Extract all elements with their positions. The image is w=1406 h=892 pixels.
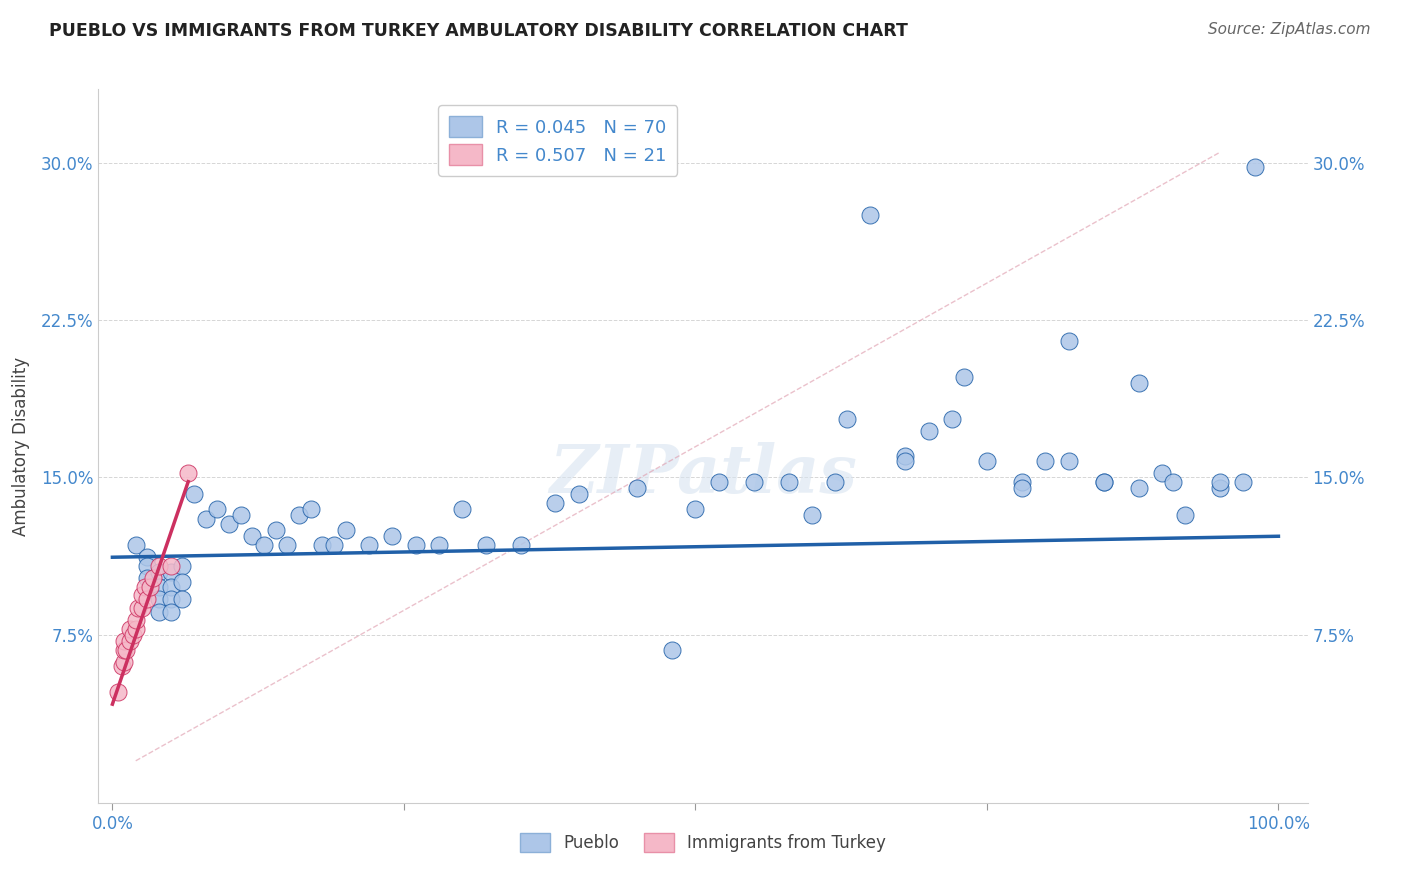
Point: [801, 508, 824, 523]
Point: [240, 529, 263, 543]
Point: [264, 523, 287, 537]
Point: [1209, 481, 1232, 495]
Point: [112, 642, 135, 657]
Point: [778, 475, 800, 489]
Point: [207, 502, 229, 516]
Point: [276, 538, 298, 552]
Point: [894, 450, 917, 464]
Point: [136, 571, 159, 585]
Point: [509, 538, 531, 552]
Point: [859, 208, 882, 222]
Point: [835, 411, 858, 425]
Point: [1033, 453, 1056, 467]
Point: [1244, 160, 1267, 174]
Point: [824, 475, 846, 489]
Point: [299, 502, 322, 516]
Legend: Pueblo, Immigrants from Turkey: Pueblo, Immigrants from Turkey: [513, 826, 893, 859]
Point: [172, 558, 194, 573]
Point: [1092, 475, 1115, 489]
Point: [159, 592, 181, 607]
Point: [1011, 481, 1033, 495]
Point: [183, 487, 205, 501]
Point: [1209, 475, 1232, 489]
Point: [125, 613, 148, 627]
Point: [311, 538, 333, 552]
Point: [568, 487, 591, 501]
Point: [172, 592, 194, 607]
Point: [952, 369, 974, 384]
Point: [1128, 376, 1150, 390]
Point: [976, 453, 998, 467]
Point: [148, 605, 170, 619]
Point: [125, 538, 148, 552]
Point: [127, 600, 149, 615]
Point: [134, 580, 156, 594]
Point: [136, 592, 159, 607]
Point: [381, 529, 404, 543]
Point: [1163, 475, 1185, 489]
Point: [112, 655, 135, 669]
Point: [112, 634, 135, 648]
Point: [125, 622, 148, 636]
Point: [118, 634, 141, 648]
Point: [544, 496, 567, 510]
Point: [229, 508, 252, 523]
Point: [131, 600, 153, 615]
Point: [917, 425, 939, 439]
Point: [1092, 475, 1115, 489]
Point: [335, 523, 357, 537]
Point: [707, 475, 730, 489]
Point: [138, 580, 160, 594]
Point: [159, 558, 181, 573]
Point: [218, 516, 240, 531]
Text: ZIPatlas: ZIPatlas: [550, 442, 856, 507]
Point: [451, 502, 474, 516]
Point: [253, 538, 276, 552]
Text: Source: ZipAtlas.com: Source: ZipAtlas.com: [1208, 22, 1371, 37]
Point: [122, 628, 145, 642]
Point: [159, 605, 181, 619]
Point: [288, 508, 311, 523]
Point: [148, 565, 170, 579]
Point: [742, 475, 765, 489]
Point: [941, 411, 963, 425]
Point: [172, 575, 194, 590]
Point: [136, 550, 159, 565]
Point: [1011, 475, 1033, 489]
Point: [148, 580, 170, 594]
Point: [1057, 453, 1080, 467]
Point: [474, 538, 496, 552]
Point: [148, 592, 170, 607]
Point: [111, 659, 134, 673]
Point: [118, 622, 141, 636]
Point: [107, 684, 129, 698]
Point: [626, 481, 648, 495]
Point: [323, 538, 346, 552]
Point: [405, 538, 427, 552]
Point: [661, 642, 683, 657]
Point: [1057, 334, 1080, 348]
Point: [136, 558, 159, 573]
Text: PUEBLO VS IMMIGRANTS FROM TURKEY AMBULATORY DISABILITY CORRELATION CHART: PUEBLO VS IMMIGRANTS FROM TURKEY AMBULAT…: [49, 22, 908, 40]
Point: [894, 453, 917, 467]
Point: [159, 565, 181, 579]
Point: [177, 467, 200, 481]
Point: [142, 571, 165, 585]
Point: [115, 642, 138, 657]
Point: [1232, 475, 1254, 489]
Point: [148, 558, 170, 573]
Point: [685, 502, 707, 516]
Point: [1150, 467, 1173, 481]
Point: [131, 588, 153, 602]
Point: [194, 512, 217, 526]
Point: [357, 538, 380, 552]
Point: [1128, 481, 1150, 495]
Y-axis label: Ambulatory Disability: Ambulatory Disability: [11, 357, 30, 535]
Point: [1174, 508, 1197, 523]
Point: [427, 538, 450, 552]
Point: [159, 580, 181, 594]
